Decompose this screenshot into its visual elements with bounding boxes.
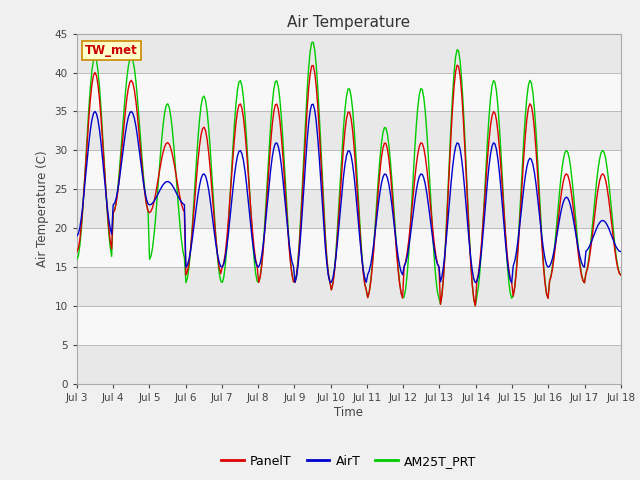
Text: TW_met: TW_met [85,44,138,57]
Bar [77,34,621,72]
Bar [77,111,621,150]
Legend: PanelT, AirT, AM25T_PRT: PanelT, AirT, AM25T_PRT [216,450,481,473]
Bar [77,345,621,384]
X-axis label: Time: Time [334,406,364,419]
Bar [77,306,621,345]
Bar [77,189,621,228]
Y-axis label: Air Temperature (C): Air Temperature (C) [36,151,49,267]
Bar [77,150,621,189]
Bar [77,267,621,306]
Bar [77,72,621,111]
Bar [77,228,621,267]
Title: Air Temperature: Air Temperature [287,15,410,30]
